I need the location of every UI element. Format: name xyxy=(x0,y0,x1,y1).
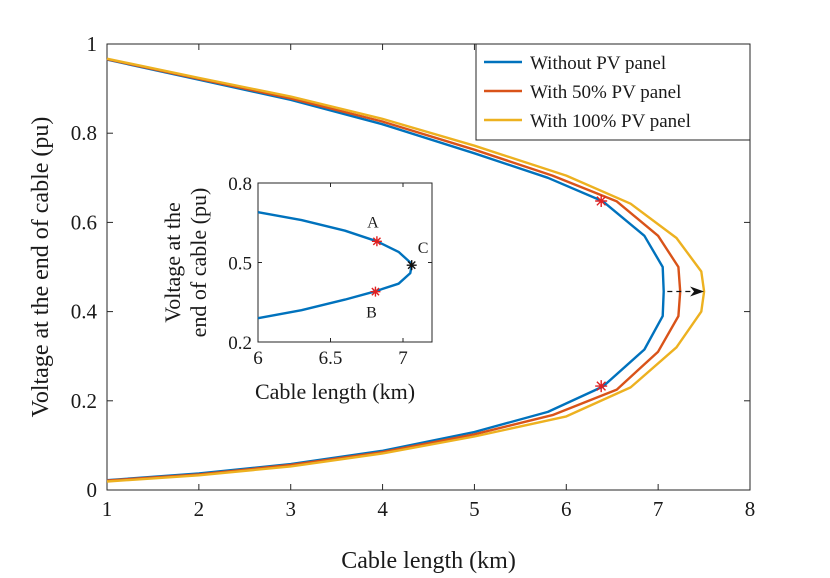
inset-x-tick-label: 7 xyxy=(398,348,408,369)
x-tick-label: 7 xyxy=(653,497,664,521)
series-line-2 xyxy=(106,57,706,483)
x-tick-label: 6 xyxy=(561,497,572,521)
inset-x-tick-label: 6 xyxy=(253,348,263,369)
inset-point-c-label: C xyxy=(418,240,429,257)
x-tick-label: 3 xyxy=(285,497,296,521)
y-tick-label: 0.4 xyxy=(71,300,98,324)
x-tick-label: 1 xyxy=(102,497,113,521)
legend-label: Without PV panel xyxy=(530,53,666,74)
y-tick-label: 0.8 xyxy=(71,121,97,145)
x-tick-label: 8 xyxy=(745,497,756,521)
y-tick-label: 0.2 xyxy=(71,389,97,413)
main-marker xyxy=(595,194,608,207)
series-line-0 xyxy=(106,58,665,482)
inset-point-b-marker xyxy=(370,286,381,297)
inset-point-a-label: A xyxy=(367,214,379,231)
x-tick-label: 5 xyxy=(469,497,480,521)
y-tick-label: 1 xyxy=(87,32,98,56)
inset-y-axis-label-line1: Voltage at the xyxy=(160,202,185,323)
y-tick-label: 0.6 xyxy=(71,210,97,234)
x-tick-label: 2 xyxy=(194,497,205,521)
inset-frame xyxy=(257,182,433,343)
inset-x-axis-label: Cable length (km) xyxy=(255,379,415,404)
main-marker xyxy=(595,380,608,393)
legend-label: With 50% PV panel xyxy=(530,82,681,103)
inset-plot: 6 6.5 7 0.2 0.5 0.8 Cable length (km) Voltage a… xyxy=(160,174,433,404)
inset-point-c-marker xyxy=(406,260,417,271)
inset-x-tick-label: 6.5 xyxy=(319,348,343,369)
inset-point-b-label: B xyxy=(366,305,377,322)
inset-y-tick-label: 0.5 xyxy=(228,254,252,275)
inset-y-axis-label-line2: end of cable (pu) xyxy=(186,188,211,338)
inset-y-tick-label: 0.8 xyxy=(228,174,252,195)
x-axis-label: Cable length (km) xyxy=(341,548,516,574)
inset-y-tick-label: 0.2 xyxy=(228,333,252,354)
shift-arrow-head xyxy=(690,286,705,297)
y-tick-label: 0 xyxy=(87,478,98,502)
inset-point-a-marker xyxy=(371,236,382,247)
y-axis-label: Voltage at the end of cable (pu) xyxy=(28,117,54,418)
x-tick-label: 4 xyxy=(377,497,388,521)
legend-label: With 100% PV panel xyxy=(530,111,691,132)
legend: Without PV panel With 50% PV panel With 10… xyxy=(475,43,751,141)
